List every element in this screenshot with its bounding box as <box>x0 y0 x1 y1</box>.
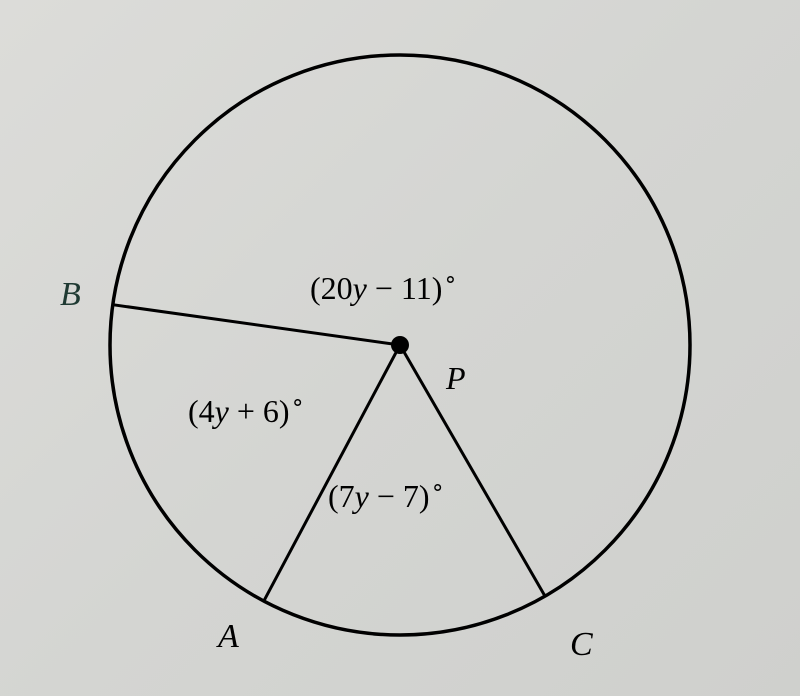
angle-label-top: (20y − 11)∘ <box>310 272 457 304</box>
point-label-C: C <box>570 628 593 662</box>
point-label-A: A <box>218 620 239 654</box>
const-left: 6 <box>263 393 279 429</box>
var-top: y <box>353 270 367 306</box>
angle-label-bottom: (7y − 7)∘ <box>328 480 445 512</box>
radius-PA <box>264 345 400 601</box>
op-left: + <box>229 393 263 429</box>
point-label-B: B <box>60 278 81 312</box>
op-bot: − <box>369 478 403 514</box>
radius-PC <box>400 345 545 596</box>
geometry-diagram <box>0 0 800 696</box>
radius-PB <box>113 305 400 345</box>
point-label-P: P <box>446 362 466 394</box>
const-top: 11 <box>401 270 432 306</box>
var-left: y <box>215 393 229 429</box>
var-bot: y <box>355 478 369 514</box>
coef-top: 20 <box>321 270 353 306</box>
coef-left: 4 <box>199 393 215 429</box>
const-bot: 7 <box>403 478 419 514</box>
angle-label-left: (4y + 6)∘ <box>188 395 305 427</box>
op-top: − <box>367 270 401 306</box>
coef-bot: 7 <box>339 478 355 514</box>
center-dot <box>391 336 409 354</box>
